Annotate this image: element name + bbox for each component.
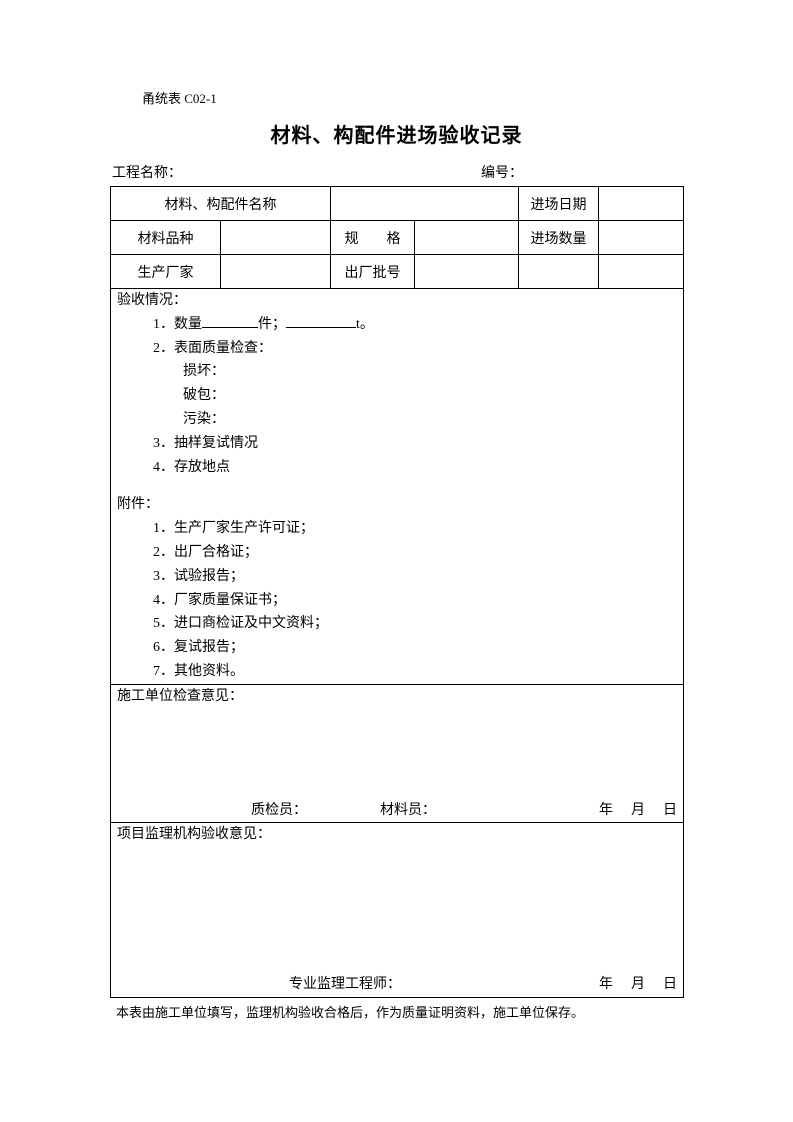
- spacer: [111, 479, 683, 493]
- batch-label: 出厂批号: [331, 255, 415, 289]
- table-row: 材料品种 规 格 进场数量: [111, 221, 684, 255]
- text: t。: [356, 317, 374, 332]
- entry-date-value: [599, 187, 684, 221]
- inspection-item: 2．表面质量检查：: [111, 337, 683, 361]
- date-label: 年 月 日: [509, 799, 679, 823]
- project-name-label: 工程名称：: [112, 162, 481, 182]
- attachment-item: 6．复试报告；: [111, 636, 683, 660]
- inspection-item: 1．数量 件； t。: [111, 313, 683, 337]
- main-table: 材料、构配件名称 进场日期 材料品种 规 格 进场数量 生产厂家 出厂批号 验收…: [110, 186, 684, 998]
- factory-value: [221, 255, 331, 289]
- empty-cell: [519, 255, 599, 289]
- text: 件；: [258, 317, 286, 332]
- footer-note: 本表由施工单位填写，监理机构验收合格后，作为质量证明资料，施工单位保存。: [110, 1002, 683, 1021]
- attachment-item: 2．出厂合格证；: [111, 541, 683, 565]
- text: 1．数量: [153, 317, 202, 332]
- attachment-item: 1．生产厂家生产许可证；: [111, 517, 683, 541]
- spacer: [111, 973, 289, 997]
- factory-label: 生产厂家: [111, 255, 221, 289]
- table-row: 项目监理机构验收意见： 专业监理工程师： 年 月 日: [111, 823, 684, 998]
- page: 甬统表 C02-1 材料、构配件进场验收记录 工程名称： 编号： 材料、构配件名…: [0, 0, 793, 1122]
- spec-value: [415, 221, 519, 255]
- attachment-item: 5．进口商检证及中文资料；: [111, 612, 683, 636]
- attachment-item: 7．其他资料。: [111, 660, 683, 684]
- qty-label: 进场数量: [519, 221, 599, 255]
- empty-cell: [599, 255, 684, 289]
- opinion1-cell: 施工单位检查意见： 质检员： 材料员： 年 月 日: [111, 684, 684, 823]
- signature-line: 专业监理工程师： 年 月 日: [111, 847, 683, 997]
- table-row: 材料、构配件名称 进场日期: [111, 187, 684, 221]
- table-row: 施工单位检查意见： 质检员： 材料员： 年 月 日: [111, 684, 684, 823]
- form-code: 甬统表 C02-1: [110, 88, 683, 107]
- attachments-title: 附件：: [111, 493, 683, 517]
- material-name-label: 材料、构配件名称: [111, 187, 331, 221]
- inspector-label: 质检员：: [251, 799, 380, 823]
- header-line: 工程名称： 编号：: [110, 162, 683, 182]
- materialman-label: 材料员：: [380, 799, 509, 823]
- inspection-item: 4．存放地点: [111, 456, 683, 480]
- page-title: 材料、构配件进场验收记录: [110, 119, 683, 148]
- attachment-item: 3．试验报告；: [111, 565, 683, 589]
- inspection-item: 3．抽样复试情况: [111, 432, 683, 456]
- spec-label: 规 格: [331, 221, 415, 255]
- inspection-subitem: 破包：: [111, 384, 683, 408]
- entry-date-label: 进场日期: [519, 187, 599, 221]
- inspection-cell: 验收情况： 1．数量 件； t。 2．表面质量检查： 损坏： 破包： 污染： 3．抽…: [111, 289, 684, 685]
- blank-underline: [286, 314, 356, 328]
- table-row: 验收情况： 1．数量 件； t。 2．表面质量检查： 损坏： 破包： 污染： 3．抽…: [111, 289, 684, 685]
- attachment-item: 4．厂家质量保证书；: [111, 589, 683, 613]
- signature-line: 质检员： 材料员： 年 月 日: [111, 709, 683, 823]
- number-label: 编号：: [481, 162, 681, 182]
- material-kind-value: [221, 221, 331, 255]
- spacer: [111, 799, 251, 823]
- batch-value: [415, 255, 519, 289]
- table-row: 生产厂家 出厂批号: [111, 255, 684, 289]
- qty-value: [599, 221, 684, 255]
- blank-underline: [202, 314, 258, 328]
- inspection-subitem: 污染：: [111, 408, 683, 432]
- inspection-title: 验收情况：: [111, 289, 683, 313]
- opinion2-title: 项目监理机构验收意见：: [111, 823, 683, 847]
- engineer-label: 专业监理工程师：: [289, 973, 509, 997]
- opinion2-cell: 项目监理机构验收意见： 专业监理工程师： 年 月 日: [111, 823, 684, 998]
- opinion1-title: 施工单位检查意见：: [111, 685, 683, 709]
- material-kind-label: 材料品种: [111, 221, 221, 255]
- material-name-value: [331, 187, 519, 221]
- inspection-subitem: 损坏：: [111, 360, 683, 384]
- date-label: 年 月 日: [509, 973, 679, 997]
